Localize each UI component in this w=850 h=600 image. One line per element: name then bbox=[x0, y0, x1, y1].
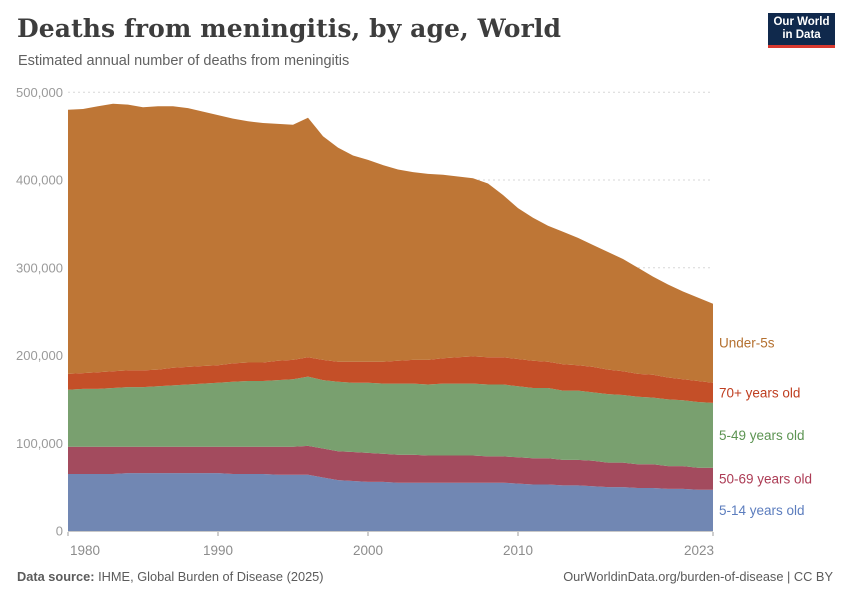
area-70-years-old[interactable] bbox=[68, 356, 713, 403]
x-tick-label: 2010 bbox=[503, 543, 533, 558]
area-under-5s[interactable] bbox=[68, 103, 713, 383]
chart-footer: Data source: IHME, Global Burden of Dise… bbox=[0, 566, 850, 588]
y-tick-label: 200,000 bbox=[16, 348, 63, 363]
data-source-text: Data source: IHME, Global Burden of Dise… bbox=[17, 569, 324, 584]
area-50-69-years-old[interactable] bbox=[68, 445, 713, 490]
page-subtitle: Estimated annual number of deaths from m… bbox=[18, 53, 350, 69]
series-label-70-years-old[interactable]: 70+ years old bbox=[719, 385, 800, 400]
page-title: Deaths from meningitis, by age, World bbox=[17, 14, 562, 43]
owid-logo-line1: Our World bbox=[773, 16, 830, 28]
series-label-under-5s[interactable]: Under-5s bbox=[719, 336, 775, 351]
y-tick-label: 500,000 bbox=[16, 85, 63, 100]
series-label-5-49-years-old[interactable]: 5-49 years old bbox=[719, 428, 805, 443]
series-label-50-69-years-old[interactable]: 50-69 years old bbox=[719, 471, 812, 486]
y-tick-label: 400,000 bbox=[16, 173, 63, 188]
y-tick-label: 300,000 bbox=[16, 260, 63, 275]
area-5-49-years-old[interactable] bbox=[68, 376, 713, 468]
x-tick-label: 1990 bbox=[203, 543, 233, 558]
footer-link[interactable]: OurWorldinData.org/burden-of-disease | C… bbox=[563, 569, 833, 584]
x-tick-label: 1980 bbox=[70, 543, 100, 558]
x-tick-label: 2023 bbox=[684, 543, 714, 558]
x-tick-label: 2000 bbox=[353, 543, 383, 558]
y-tick-label: 100,000 bbox=[16, 436, 63, 451]
owid-logo[interactable]: Our World in Data bbox=[768, 13, 835, 48]
area-5-14-years-old[interactable] bbox=[68, 473, 713, 531]
y-tick-label: 0 bbox=[56, 524, 63, 539]
series-label-5-14-years-old[interactable]: 5-14 years old bbox=[719, 503, 805, 518]
data-source-value: IHME, Global Burden of Disease (2025) bbox=[94, 569, 324, 584]
owid-logo-line2: in Data bbox=[782, 29, 821, 41]
data-source-label: Data source: bbox=[17, 569, 95, 584]
